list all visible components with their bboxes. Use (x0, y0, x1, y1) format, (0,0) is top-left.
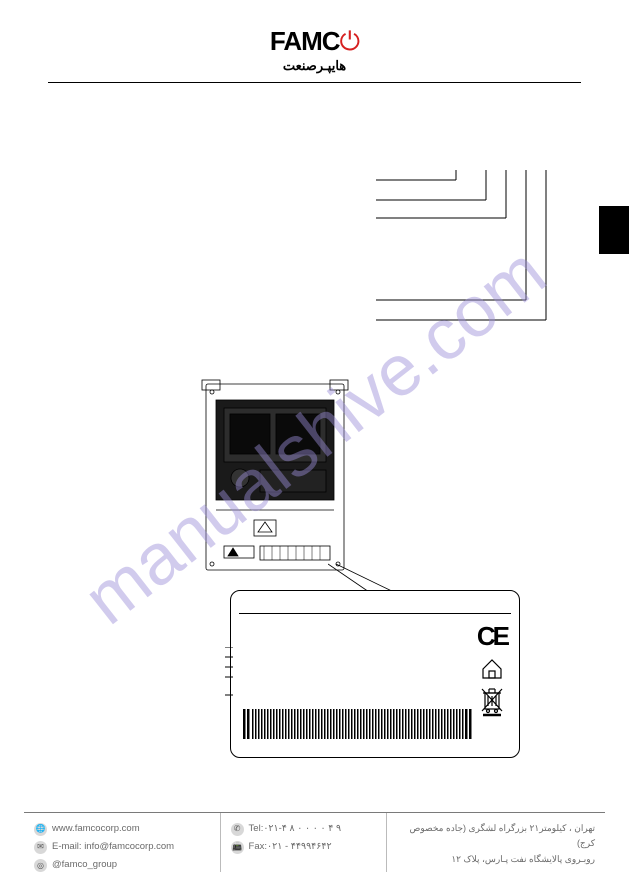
fax-icon: 📠 (231, 841, 244, 854)
logo-letters: FAMC (270, 26, 340, 56)
device-illustration (200, 378, 350, 578)
page-header: FAMC⏻ هایپـرصنعت (0, 0, 629, 74)
power-icon: ⏻ (340, 26, 360, 56)
rating-label-card: CE (230, 590, 520, 758)
ce-mark: CE (477, 621, 507, 652)
callout-diagram-lines (376, 170, 566, 350)
logo-subtitle: هایپـرصنعت (0, 58, 629, 74)
header-divider (48, 82, 581, 83)
house-icon (479, 657, 505, 681)
weee-bin-icon (479, 687, 505, 717)
footer-fax-row: 📠 Fax:۰۲۱ - ۴۴۹۹۴۶۴۲ (231, 839, 376, 855)
footer-fax: Fax:۰۲۱ - ۴۴۹۹۴۶۴۲ (249, 839, 332, 855)
footer-tel: Tel:۰۲۱-۴ ۸ ۰ ۰ ۰ ۰ ۴ ۹ (249, 821, 342, 837)
footer-col-left: 🌐 www.famcocorp.com ✉ E-mail: info@famco… (24, 813, 221, 872)
logo-text: FAMC⏻ (270, 26, 359, 58)
mail-icon: ✉ (34, 841, 47, 854)
footer-address-line2: روبـروی پالایشگاه نفت پـارس، پلاک ۱۲ (397, 852, 595, 867)
footer-social: @famco_group (52, 857, 117, 873)
footer-website: www.famcocorp.com (52, 821, 140, 837)
footer-col-right: تهران ، کیلومتر۲۱ بزرگراه لشگری (جاده مخ… (387, 813, 605, 872)
globe-icon: 🌐 (34, 823, 47, 836)
label-tick-marks (225, 647, 235, 707)
footer-social-row: ◎ @famco_group (34, 857, 210, 873)
footer-website-row: 🌐 www.famcocorp.com (34, 821, 210, 837)
instagram-icon: ◎ (34, 859, 47, 872)
barcode (243, 709, 473, 739)
page-tab-marker (599, 206, 629, 254)
footer-email: E-mail: info@famcocorp.com (52, 839, 174, 855)
page-footer: 🌐 www.famcocorp.com ✉ E-mail: info@famco… (24, 812, 605, 872)
footer-col-mid: ✆ Tel:۰۲۱-۴ ۸ ۰ ۰ ۰ ۰ ۴ ۹ 📠 Fax:۰۲۱ - ۴۴… (221, 813, 387, 872)
footer-address-line1: تهران ، کیلومتر۲۱ بزرگراه لشگری (جاده مخ… (397, 821, 595, 852)
footer-email-row: ✉ E-mail: info@famcocorp.com (34, 839, 210, 855)
label-divider (239, 613, 511, 614)
phone-icon: ✆ (231, 823, 244, 836)
footer-tel-row: ✆ Tel:۰۲۱-۴ ۸ ۰ ۰ ۰ ۰ ۴ ۹ (231, 821, 376, 837)
